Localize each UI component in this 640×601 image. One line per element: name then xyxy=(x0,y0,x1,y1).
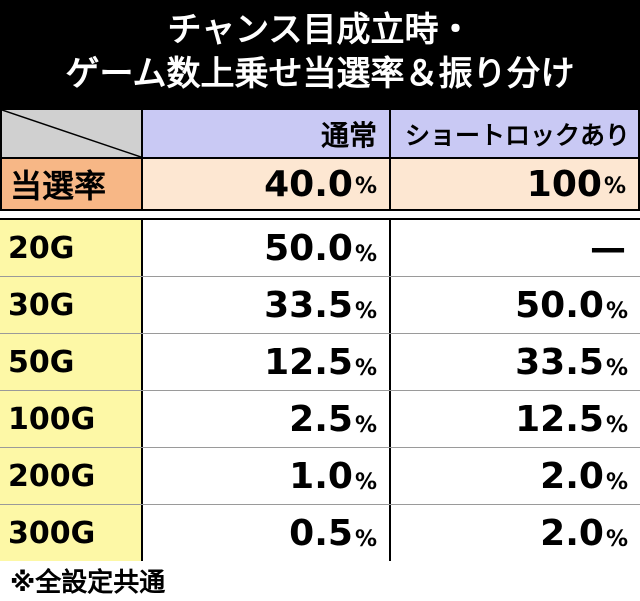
row-label: 300G xyxy=(0,505,143,561)
rate-normal-value: 40.0 xyxy=(264,163,353,205)
normal-value: 0.5 xyxy=(289,512,353,554)
short-lock-unit: % xyxy=(605,527,628,552)
short-lock-value-cell: 12.5% xyxy=(391,391,640,447)
rate-short-lock-unit: % xyxy=(603,174,626,199)
short-lock-unit: % xyxy=(605,356,628,381)
table-row: 30G 33.5% 50.0% xyxy=(0,277,640,333)
table-row: 50G 12.5% 33.5% xyxy=(0,334,640,390)
table-row: 20G 50.0% — xyxy=(0,220,640,276)
rate-short-lock-value: 100 xyxy=(526,163,602,205)
row-divider xyxy=(0,276,640,277)
normal-value-cell: 33.5% xyxy=(143,277,391,333)
row-label: 30G xyxy=(0,277,143,333)
short-lock-unit: % xyxy=(605,299,628,324)
row-divider xyxy=(0,390,640,391)
normal-value: 1.0 xyxy=(289,455,353,497)
short-lock-unit: % xyxy=(605,470,628,495)
short-lock-value-cell: 2.0% xyxy=(391,448,640,504)
short-lock-value-cell: 2.0% xyxy=(391,505,640,561)
header-normal: 通常 xyxy=(141,108,391,159)
row-label: 50G xyxy=(0,334,143,390)
header-short-lock: ショートロックあり xyxy=(389,108,640,159)
header-corner-cell xyxy=(0,108,143,159)
distribution-table: 20G 50.0% — 30G 33.5% 50.0% 50G 12.5% 33… xyxy=(0,218,640,561)
normal-unit: % xyxy=(354,470,377,495)
short-lock-value-cell: 50.0% xyxy=(391,277,640,333)
short-lock-value: 50.0 xyxy=(515,284,604,326)
normal-value-cell: 1.0% xyxy=(143,448,391,504)
short-lock-value-cell: — xyxy=(391,220,640,276)
normal-value: 2.5 xyxy=(289,398,353,440)
normal-value-cell: 0.5% xyxy=(143,505,391,561)
rate-row-label: 当選率 xyxy=(0,157,143,211)
title-line-2: ゲーム数上乗せ当選率＆振り分け xyxy=(65,54,575,94)
normal-value: 33.5 xyxy=(264,284,353,326)
row-label: 100G xyxy=(0,391,143,447)
short-lock-value-cell: 33.5% xyxy=(391,334,640,390)
normal-unit: % xyxy=(354,356,377,381)
normal-unit: % xyxy=(354,299,377,324)
footnote: ※全設定共通 xyxy=(10,568,166,598)
table-row: 200G 1.0% 2.0% xyxy=(0,448,640,504)
diagonal-divider xyxy=(2,110,141,157)
row-divider xyxy=(0,447,640,448)
short-lock-value: 12.5 xyxy=(515,398,604,440)
short-lock-value: 2.0 xyxy=(540,512,604,554)
row-label: 20G xyxy=(0,220,143,276)
page-title: チャンス目成立時・ ゲーム数上乗せ当選率＆振り分け xyxy=(0,0,640,108)
title-line-1: チャンス目成立時・ xyxy=(167,10,473,50)
row-label: 200G xyxy=(0,448,143,504)
rate-normal-unit: % xyxy=(354,174,377,199)
row-divider xyxy=(0,333,640,334)
normal-unit: % xyxy=(354,413,377,438)
short-lock-unit: % xyxy=(605,413,628,438)
normal-unit: % xyxy=(354,527,377,552)
short-lock-value: 33.5 xyxy=(515,341,604,383)
normal-value: 12.5 xyxy=(264,341,353,383)
row-divider xyxy=(0,504,640,505)
table-row: 100G 2.5% 12.5% xyxy=(0,391,640,447)
normal-value: 50.0 xyxy=(264,227,353,269)
normal-value-cell: 50.0% xyxy=(143,220,391,276)
short-lock-value: 2.0 xyxy=(540,455,604,497)
normal-unit: % xyxy=(354,242,377,267)
short-lock-value: — xyxy=(590,227,626,269)
table-row: 300G 0.5% 2.0% xyxy=(0,505,640,561)
rate-short-lock-cell: 100% xyxy=(389,157,640,211)
normal-value-cell: 2.5% xyxy=(143,391,391,447)
rate-normal-cell: 40.0% xyxy=(141,157,391,211)
normal-value-cell: 12.5% xyxy=(143,334,391,390)
